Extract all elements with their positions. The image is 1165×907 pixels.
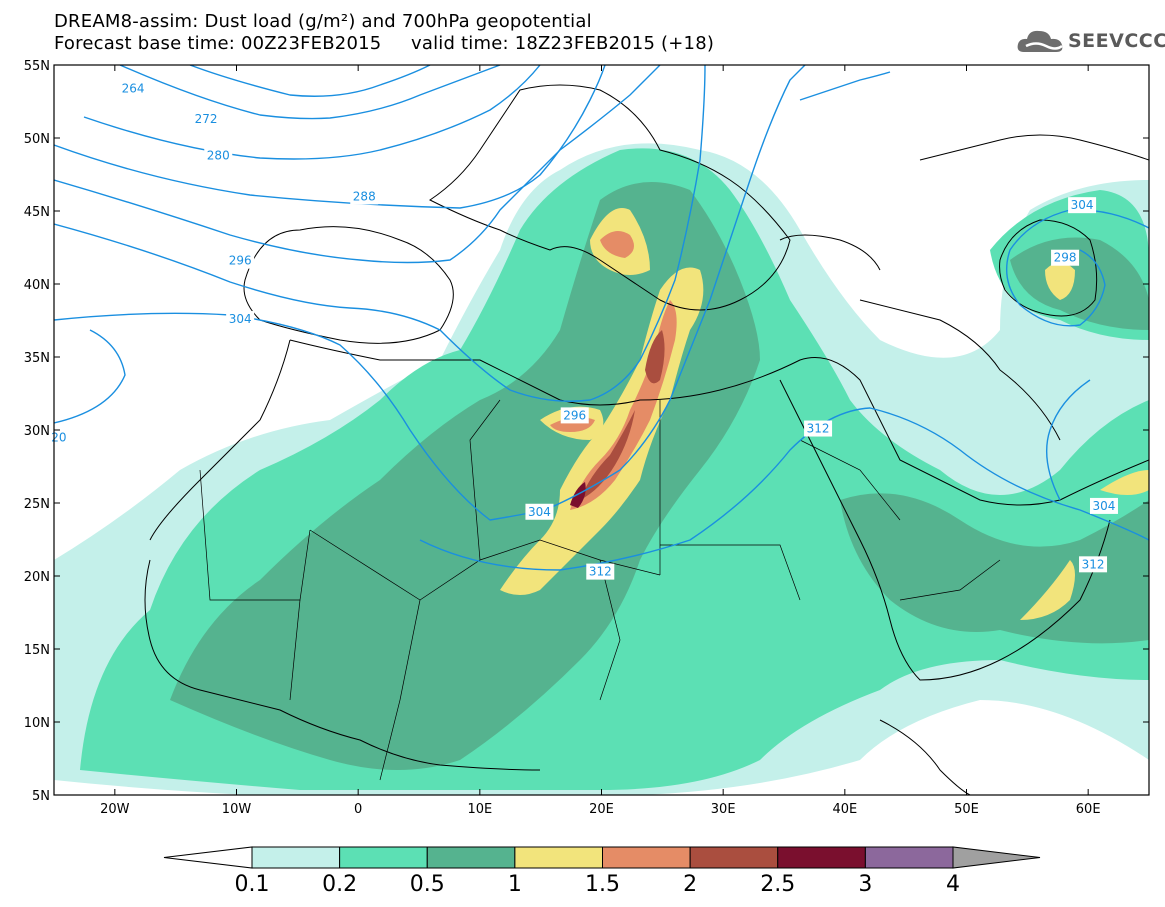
latitude-axis: 55N 50N 45N 40N 35N 30N 25N 20N 15N 10N 5N [24,59,1149,804]
contour-label-bg [1079,556,1108,573]
contour-label-bg [192,111,221,128]
contour-label: 264 [122,81,145,95]
contour-label-bg [525,503,554,520]
colorbar-label: 4 [946,872,960,897]
dust-level-1-caspian [1045,262,1075,300]
colorbar-label: 1.5 [585,872,620,897]
colorbar-swatch [864,846,954,869]
contour-label: 288 [353,189,376,203]
longitude-axis: 20W 10W 0 10E 20E 30E 40E 50E 60E [100,65,1101,817]
colorbar-label: 2.5 [760,872,796,897]
contour-label: 312 [589,565,612,579]
contour-label: 304 [1071,198,1094,212]
contour-label: 304 [229,312,252,326]
colorbar-label: 2 [683,872,698,897]
contour-label: 298 [1054,251,1077,265]
lat-label: 50N [24,132,50,147]
dust-level-1-iran [1100,470,1149,495]
contour-label-bg [226,311,255,328]
lon-label: 0 [354,802,362,817]
dust-level-2-greece [645,330,665,384]
dust-field [54,143,1149,795]
contour-label-bg [226,252,255,269]
lon-label: 10E [467,802,492,817]
contour-label-bg [350,188,379,205]
dust-level-2 [580,410,635,500]
colorbar-swatch [339,846,428,869]
lat-label: 40N [24,278,50,293]
lat-label: 5N [32,789,50,804]
contour-label-bg [1051,249,1080,266]
dust-level-0.5-arabia [840,493,1149,644]
lat-label: 55N [24,59,50,74]
colorbar [163,846,1041,869]
lon-label: 30E [711,802,736,817]
contour-label: 296 [229,254,252,268]
contour-label: 312 [807,422,830,436]
dust-level-1-oman [1020,560,1075,620]
colorbar-swatch [777,846,866,869]
contour-label: 312 [1082,557,1105,571]
lon-label: 20E [589,802,614,817]
logo-text: SEEVCCC [1068,30,1165,52]
contour-label: 272 [195,112,218,126]
contour-label-bg [1068,197,1097,214]
contour-label-bg [119,80,148,97]
contour-label-bg [586,563,615,580]
lat-label: 35N [24,351,50,366]
lon-label: 50E [954,802,979,817]
dust-level-1.5-balkan [600,231,634,258]
lat-label: 25N [24,497,50,512]
contour-label-bg [204,147,233,164]
lat-label: 15N [24,643,50,658]
lat-label: 30N [24,424,50,439]
colorbar-over-triangle [952,846,1041,869]
colorbar-swatch [251,846,341,869]
contour-labels: 264 272 280 288 296 304 20 296 304 312 312 304 298 30… [48,80,1118,580]
contour-label: 280 [207,149,230,163]
lon-label: 20W [100,802,130,817]
lon-label: 10W [222,802,252,817]
contour-label: 304 [528,505,551,519]
seevccc-logo: SEEVCCC [1016,26,1165,56]
cloud-icon [1017,30,1063,52]
colorbar-swatch [689,846,779,869]
map-title: DREAM8-assim: Dust load (g/m²) and 700hP… [54,11,592,32]
contour-label: 304 [1093,499,1116,513]
colorbar-label: 0.5 [409,872,445,897]
colorbar-label: 0.2 [322,872,358,897]
lat-label: 20N [24,570,50,585]
coastlines [144,84,1149,795]
colorbar-swatch [426,846,516,869]
contour-label-bg [1089,497,1118,514]
colorbar-label: 3 [858,872,873,897]
dust-level-0.5 [170,182,760,770]
colorbar-swatch [602,846,691,869]
lat-label: 45N [24,205,50,220]
lon-label: 60E [1076,802,1101,817]
contour-label-bg [560,407,589,424]
contour-label-bg [804,420,833,437]
colorbar-label: 0.1 [234,872,270,897]
colorbar-label: 1 [507,872,522,897]
colorbar-under-triangle [163,846,253,869]
forecast-time-line: Forecast base time: 00Z23FEB2015 valid t… [54,33,715,54]
country-borders [199,399,1001,781]
dust-level-0.5-caspian [1010,237,1149,330]
colorbar-swatch [514,846,603,869]
lat-label: 10N [24,716,50,731]
lon-label: 40E [832,802,857,817]
contour-label: 20 [51,430,66,444]
contour-label: 296 [563,408,586,422]
